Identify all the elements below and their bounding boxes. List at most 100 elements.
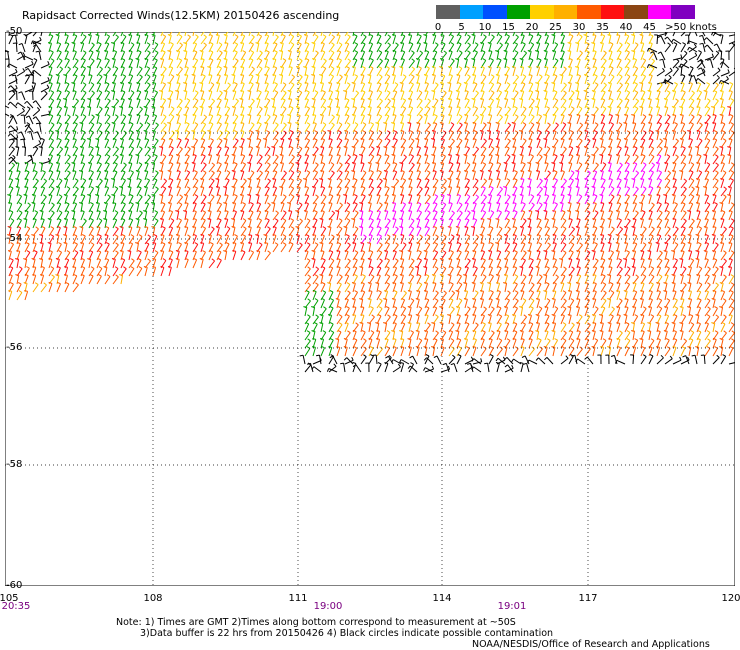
wind-barb: [104, 83, 110, 93]
wind-barb-tick: [545, 33, 549, 37]
wind-barb-tick: [169, 66, 173, 69]
wind-barb: [640, 83, 644, 93]
wind-barb-tick: [370, 58, 374, 61]
wind-barb-tick: [487, 42, 492, 44]
wind-barb: [440, 43, 446, 53]
wind-barb-tick: [90, 154, 94, 157]
wind-barb: [40, 163, 44, 173]
wind-barb-tick: [288, 58, 292, 60]
wind-barb: [272, 132, 279, 141]
wind-barb-tick: [115, 34, 119, 38]
wind-barb-tick: [63, 74, 67, 76]
wind-barb-tick: [80, 153, 85, 156]
wind-barb: [120, 123, 126, 133]
wind-barb: [336, 67, 341, 77]
wind-barb-tick: [351, 66, 356, 68]
wind-barb-tick: [312, 82, 316, 84]
wind-barb-tick: [626, 154, 630, 157]
wind-barb-tick: [591, 114, 595, 116]
wind-barb-tick: [159, 194, 163, 196]
wind-barb-tick: [609, 129, 613, 133]
wind-barb: [544, 99, 549, 109]
wind-barb-tick: [718, 80, 722, 84]
wind-barb-tick: [128, 153, 133, 157]
wind-barb-tick: [395, 42, 399, 46]
wind-barb: [504, 131, 510, 141]
wind-barb: [200, 164, 207, 173]
wind-barb-tick: [120, 82, 124, 84]
wind-barb-tick: [82, 66, 86, 69]
wind-barb-tick: [217, 98, 222, 101]
wind-barb-tick: [377, 154, 382, 157]
wind-barb: [64, 156, 71, 165]
wind-barb-tick: [519, 146, 524, 148]
wind-barb: [160, 91, 164, 101]
wind-barb-tick: [123, 162, 127, 166]
wind-barb-tick: [114, 162, 118, 165]
wind-barb: [296, 83, 302, 93]
wind-barb-tick: [55, 130, 59, 132]
wind-barb-tick: [144, 57, 149, 60]
wind-barb: [184, 91, 188, 101]
wind-barb: [224, 123, 229, 133]
wind-barb-tick: [506, 66, 510, 69]
wind-barb-tick: [639, 202, 643, 204]
wind-barb-tick: [615, 154, 620, 156]
wind-barb-tick: [695, 234, 700, 236]
wind-barb-tick: [105, 106, 109, 109]
wind-barb: [72, 91, 77, 101]
wind-barb: [706, 37, 714, 45]
wind-barb-tick: [283, 130, 287, 134]
wind-barb-tick: [591, 42, 595, 44]
wind-barb-tick: [432, 145, 437, 148]
wind-barb: [512, 67, 516, 77]
wind-barb-tick: [155, 138, 159, 142]
wind-barb: [408, 52, 415, 61]
wind-barb-tick: [336, 145, 341, 149]
wind-barb-tick: [545, 130, 550, 133]
wind-barb: [312, 43, 316, 53]
wind-barb-tick: [697, 59, 701, 63]
wind-barb-tick: [295, 210, 299, 212]
wind-barb-tick: [707, 58, 711, 61]
wind-barb-tick: [183, 82, 187, 84]
scale-label: 10: [478, 22, 492, 33]
wind-barb: [712, 32, 722, 37]
wind-barb: [240, 147, 244, 157]
wind-barb-tick: [457, 42, 462, 45]
wind-barb-tick: [275, 154, 279, 158]
wind-barb: [408, 156, 415, 165]
wind-barb-tick: [691, 114, 695, 118]
wind-barb: [12, 115, 18, 125]
wind-barb-tick: [659, 82, 663, 86]
wind-barb-tick: [272, 74, 276, 76]
wind-barb-tick: [450, 42, 455, 45]
wind-barb-tick: [553, 74, 558, 77]
wind-barb-tick: [555, 106, 559, 110]
wind-barb: [616, 35, 621, 45]
wind-barb-tick: [647, 90, 652, 92]
wind-barb-tick: [258, 162, 263, 165]
wind-barb-tick: [273, 50, 278, 53]
wind-barb-tick: [136, 82, 141, 84]
wind-barb: [136, 155, 140, 165]
wind-barb: [432, 91, 436, 101]
wind-barb-tick: [281, 98, 286, 101]
wind-barb: [664, 79, 674, 85]
wind-barb-tick: [167, 34, 172, 36]
wind-barb: [200, 116, 207, 125]
wind-barb-tick: [662, 67, 665, 72]
wind-barb: [672, 131, 676, 141]
wind-barb-tick: [347, 154, 351, 158]
wind-barb: [104, 116, 111, 125]
wind-barb-tick: [359, 226, 363, 228]
wind-barb-tick: [48, 105, 53, 108]
wind-barb: [104, 156, 111, 165]
wind-barb-tick: [34, 131, 38, 134]
wind-barb-tick: [295, 162, 300, 164]
wind-barb-tick: [594, 82, 599, 86]
wind-barb-tick: [593, 74, 598, 77]
wind-barb-tick: [191, 162, 196, 164]
wind-barb-tick: [471, 98, 476, 100]
wind-barb-tick: [527, 186, 531, 188]
